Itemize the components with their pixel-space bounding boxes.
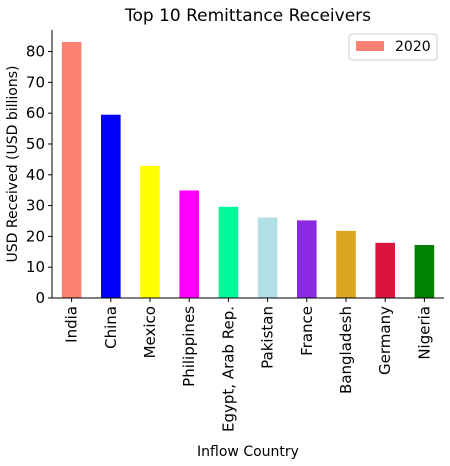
- x-tick-label: Pakistan: [259, 306, 277, 369]
- bar-china: [101, 114, 121, 298]
- bar-france: [297, 220, 317, 298]
- y-tick-label: 20: [26, 227, 45, 245]
- y-tick-label: 0: [35, 289, 45, 307]
- y-tick-label: 10: [26, 258, 45, 276]
- x-tick-label: India: [63, 306, 81, 343]
- y-axis: 0 10 20 30 40 50 60 70 80: [26, 30, 53, 307]
- chart-title: Top 10 Remittance Receivers: [124, 6, 371, 26]
- x-tick-label: Philippines: [180, 306, 198, 387]
- y-axis-label: USD Received (USD billions): [5, 66, 21, 263]
- legend-label: 2020: [395, 39, 431, 55]
- bar-mexico: [140, 165, 160, 298]
- bar-india: [61, 42, 82, 298]
- y-tick-label: 80: [26, 43, 45, 61]
- x-tick-label: China: [102, 306, 120, 349]
- bar-nigeria: [414, 245, 435, 298]
- bar-germany: [375, 242, 395, 298]
- y-tick-label: 50: [26, 135, 45, 153]
- y-tick-label: 60: [26, 104, 45, 122]
- bar-pakistan: [257, 217, 278, 298]
- bar-egypt-arab-rep: [218, 206, 239, 298]
- legend-frame: [348, 33, 438, 61]
- y-tick-label: 30: [26, 197, 45, 215]
- x-tick-label: Germany: [376, 306, 394, 375]
- bar-philippines: [179, 190, 199, 298]
- x-tick-label: Mexico: [141, 306, 159, 358]
- x-tick-label: Bangladesh: [337, 306, 355, 394]
- y-tick-label: 40: [26, 166, 45, 184]
- bars: [61, 42, 435, 298]
- bar-bangladesh: [336, 230, 356, 298]
- legend: 2020: [348, 33, 438, 61]
- x-axis-label: Inflow Country: [197, 444, 299, 460]
- x-axis: India China Mexico Philippines Egypt, Arab R…: [52, 297, 444, 432]
- legend-swatch: [356, 41, 384, 51]
- x-tick-label: Egypt, Arab Rep.: [219, 306, 237, 432]
- x-tick-label: France: [298, 306, 316, 356]
- x-tick-label: Nigeria: [415, 306, 433, 360]
- y-tick-label: 70: [26, 73, 45, 91]
